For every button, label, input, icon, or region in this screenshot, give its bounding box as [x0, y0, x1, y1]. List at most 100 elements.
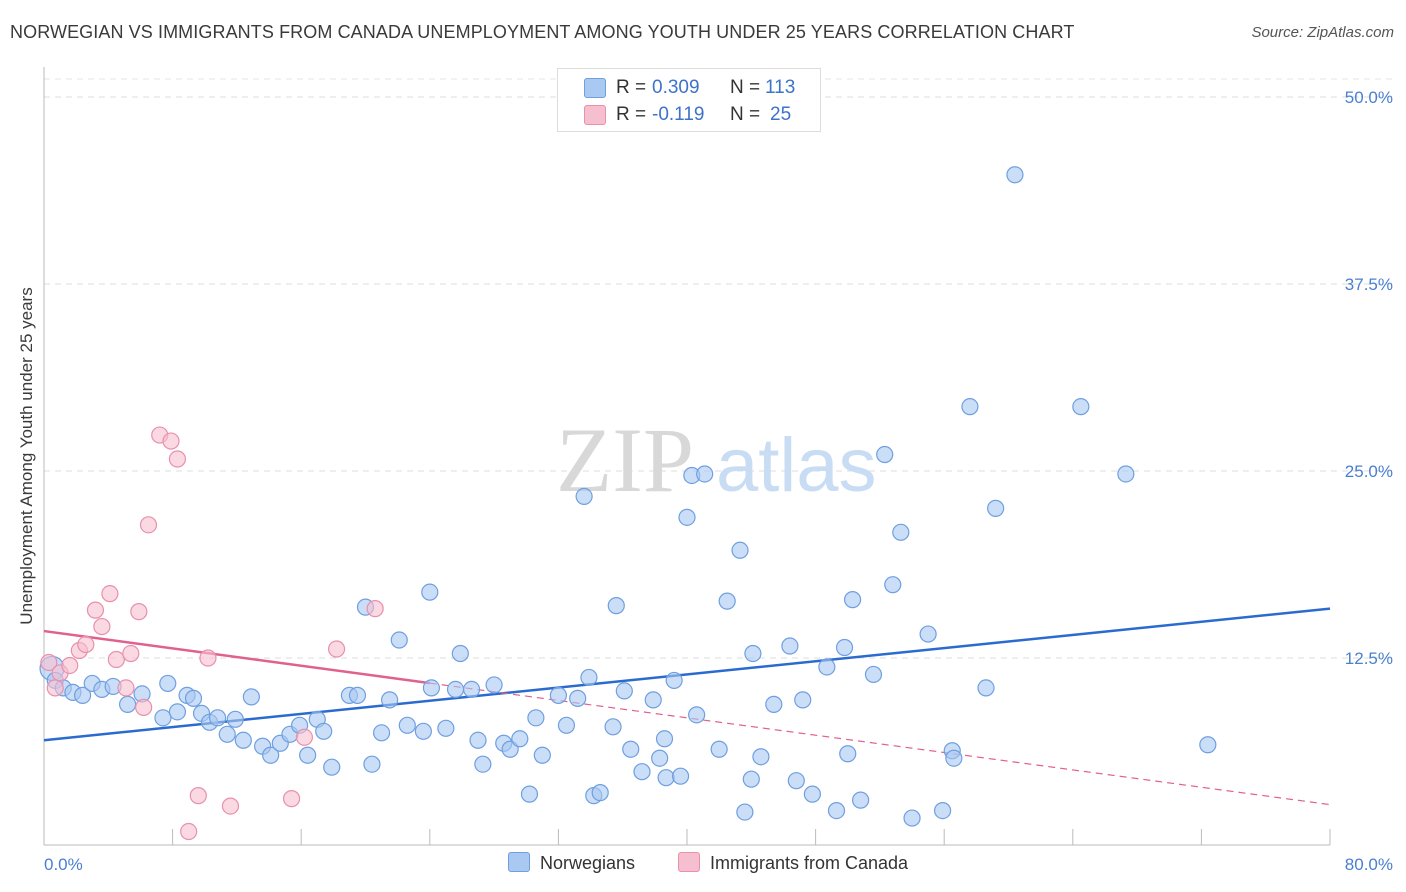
trend-line-norwegians — [43, 607, 1331, 742]
norwegians-point — [1199, 736, 1217, 754]
bottom-legend-immigrants: Immigrants from Canada — [678, 852, 908, 874]
norwegians-point — [827, 801, 846, 820]
immigrants-point — [93, 617, 111, 636]
bottom-legend-norwegians: Norwegians — [508, 852, 635, 874]
norwegians-point — [671, 767, 690, 785]
norwegians-point — [73, 686, 92, 704]
norwegians-point — [226, 710, 244, 728]
y-tick-label: 25.0% — [1345, 462, 1393, 481]
norwegians-point — [731, 541, 749, 559]
norwegians-point — [884, 576, 902, 594]
norwegians-point — [363, 755, 381, 773]
norwegians-point — [372, 724, 391, 742]
norwegians-point — [945, 749, 963, 767]
norwegians-point — [348, 686, 367, 704]
immigrants-point — [135, 698, 153, 716]
immigrants-point — [168, 450, 187, 468]
norwegians-point — [843, 591, 862, 609]
immigrants-point — [61, 656, 79, 675]
norwegians-point — [511, 730, 529, 748]
norwegians-point — [864, 665, 883, 684]
legend-n-value: 25 — [770, 104, 792, 125]
norwegians-point — [315, 722, 333, 740]
norwegians-point — [604, 718, 622, 736]
norwegians-point — [323, 758, 341, 776]
norwegians-point — [633, 763, 651, 781]
norwegians-point — [118, 695, 137, 713]
norwegians-point — [209, 709, 227, 727]
norwegians-point — [655, 730, 674, 748]
norwegians-point — [977, 679, 995, 697]
norwegians-point — [742, 770, 760, 788]
source-label: Source: ZipAtlas.com — [1251, 24, 1394, 41]
norwegians-point — [718, 592, 736, 610]
norwegians-point — [485, 676, 503, 694]
norwegians-point — [533, 746, 551, 764]
y-tick-label: 50.0% — [1345, 88, 1393, 107]
norwegians-point — [752, 748, 770, 766]
norwegians-point — [651, 749, 669, 767]
norwegians-point — [1072, 398, 1090, 416]
legend-n-value: 113 — [765, 77, 796, 98]
norwegians-point — [575, 487, 593, 506]
immigrants-point — [107, 650, 125, 669]
norwegians-point — [474, 755, 492, 773]
norwegians-point — [835, 638, 854, 657]
norwegians-point — [462, 680, 481, 699]
norwegians-point — [744, 644, 762, 663]
norwegians-point — [839, 745, 857, 763]
norwegians-point — [299, 746, 317, 764]
norwegians-point — [159, 674, 177, 693]
norwegians-point — [876, 445, 894, 464]
trend-line-immigrants-dashed — [429, 682, 1331, 806]
norwegians-point — [615, 682, 633, 700]
legend-r-value: -0.119 — [652, 104, 705, 125]
bottom-legend-label: Immigrants from Canada — [710, 853, 909, 873]
norwegians-point — [933, 801, 952, 820]
norwegians-point — [591, 784, 609, 802]
norwegians-point — [437, 719, 455, 737]
norwegians-point — [242, 688, 260, 706]
bottom-swatch-immigrants — [678, 852, 700, 872]
watermark: ZIP atlas — [556, 409, 877, 511]
data-points — [39, 166, 1217, 841]
immigrants-point — [221, 797, 240, 815]
immigrants-point — [139, 516, 158, 534]
chart-title: NORWEGIAN VS IMMIGRANTS FROM CANADA UNEM… — [10, 22, 1075, 42]
norwegians-point — [710, 740, 728, 758]
axes — [43, 67, 1331, 846]
legend-n-label: N = — [730, 104, 761, 125]
norwegians-point — [422, 679, 441, 697]
norwegians-point — [803, 785, 821, 803]
norwegians-point — [184, 689, 203, 707]
norwegians-point — [527, 709, 545, 727]
norwegians-point — [234, 731, 252, 749]
y-tick-label: 12.5% — [1345, 649, 1393, 668]
norwegians-point — [987, 499, 1005, 517]
legend-n-label: N = — [730, 77, 761, 98]
norwegians-point — [580, 668, 598, 687]
norwegians-point — [781, 637, 799, 655]
norwegians-point — [607, 597, 625, 615]
norwegians-point — [794, 691, 812, 709]
legend-swatch-immigrants — [584, 105, 606, 125]
norwegians-point — [446, 680, 465, 699]
norwegians-point — [1117, 465, 1135, 483]
legend-swatch-norwegians — [584, 78, 606, 98]
norwegians-point — [520, 785, 539, 803]
norwegians-point — [765, 695, 783, 713]
immigrants-point — [101, 585, 119, 603]
immigrants-point — [130, 603, 148, 621]
norwegians-point — [688, 706, 706, 724]
immigrants-point — [282, 790, 301, 808]
norwegians-point — [678, 508, 696, 526]
bottom-swatch-norwegians — [508, 852, 530, 872]
norwegians-point — [557, 716, 576, 734]
norwegians-point — [818, 658, 836, 676]
norwegians-point — [414, 722, 432, 740]
y-tick-label: 37.5% — [1345, 275, 1393, 294]
norwegians-point — [381, 691, 399, 709]
immigrants-point — [366, 600, 384, 618]
legend-r-label: R = — [616, 104, 647, 125]
immigrants-point — [189, 787, 207, 805]
